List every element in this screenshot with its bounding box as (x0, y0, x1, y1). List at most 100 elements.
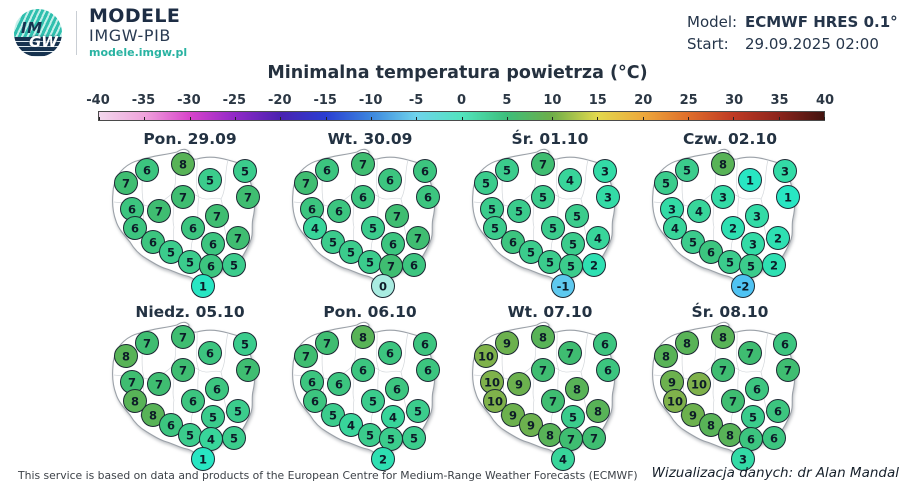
temperature-marker (507, 372, 531, 396)
temperature-value: 7 (234, 231, 242, 245)
colorbar-tick-label: 25 (679, 93, 698, 108)
temperature-marker (222, 426, 246, 450)
brand-url-link[interactable]: modele.imgw.pl (89, 46, 188, 60)
temperature-marker (565, 377, 589, 401)
temperature-marker (205, 204, 229, 228)
temperature-marker (531, 325, 555, 349)
temperature-value: 10 (691, 377, 707, 391)
colorbar-tick-label: -35 (131, 93, 156, 108)
start-label: Start: (687, 35, 729, 53)
temperature-value: 7 (302, 176, 310, 190)
temperature-value: 5 (726, 255, 734, 269)
colorbar-tick-label: 15 (588, 93, 607, 108)
colorbar-tick-mark (144, 117, 146, 120)
temperature-marker (531, 185, 555, 209)
temperature-marker (236, 185, 260, 209)
temperature-value: 6 (774, 404, 782, 418)
temperature-marker (519, 413, 543, 437)
temperature-value: 4 (594, 231, 602, 245)
temperature-value: 8 (594, 404, 602, 418)
temperature-value: 7 (155, 204, 163, 218)
temperature-marker (198, 168, 222, 192)
colorbar-tick-mark (778, 117, 780, 120)
temperature-value: 7 (539, 157, 547, 171)
model-row: Model: ECMWF HRES 0.1° (687, 13, 898, 31)
temperature-marker (593, 159, 617, 183)
credit-text: Wizualizacja danych: dr Alan Mandal (651, 465, 899, 481)
temperature-value: 1 (746, 173, 754, 187)
temperature-value: 7 (179, 363, 187, 377)
temperature-value: 5 (482, 176, 490, 190)
map-day-title: Śr. 01.10 (511, 130, 589, 148)
temperature-marker (233, 159, 257, 183)
temperature-marker (687, 199, 711, 223)
temperature-value: 7 (387, 259, 395, 273)
temperature-value: 6 (753, 382, 761, 396)
temperature-marker (226, 226, 250, 250)
temperature-marker (663, 389, 687, 413)
temperature-value: 2 (590, 258, 598, 272)
colorbar-tick-mark (688, 117, 690, 120)
colorbar-tick-mark (642, 117, 644, 120)
temperature-marker (371, 447, 395, 471)
colorbar: -40 -35 -30 -25 -20 -15 -10 -5 0 5 10 15 20 25 30 35 40 (86, 93, 834, 123)
temperature-marker (675, 331, 699, 355)
temperature-marker (385, 204, 409, 228)
temperature-value: 5 (515, 204, 523, 218)
temperature-marker (385, 377, 409, 401)
temperature-marker (541, 389, 565, 413)
temperature-value: 5 (569, 410, 577, 424)
temperature-value: 6 (410, 258, 418, 272)
temperature-marker (495, 331, 519, 355)
temperature-marker (593, 332, 617, 356)
colorbar-tick-label: -15 (313, 93, 337, 108)
temperature-value: 7 (213, 209, 221, 223)
colorbar-tick-mark (461, 117, 463, 120)
temperature-value: 5 (387, 432, 395, 446)
temperature-value: 2 (774, 231, 782, 245)
logo-text-im: IM (21, 18, 43, 37)
brand-title: MODELE (89, 5, 181, 27)
temperature-marker (114, 171, 138, 195)
forecast-map-cell: Śr. 08.10 8 8 7 6 8 7 7 9 10 6 10 7 9 5 6 8 8 6 6 3 (625, 301, 825, 490)
temperature-value: 1 (199, 452, 207, 466)
temperature-value: 9 (515, 377, 523, 391)
colorbar-tick-mark (824, 117, 825, 120)
temperature-marker (711, 185, 735, 209)
temperature-marker (339, 240, 363, 264)
temperature-value: 5 (488, 202, 496, 216)
colorbar-tick-label: -30 (177, 93, 201, 108)
temperature-marker (711, 325, 735, 349)
temperature-value: 7 (323, 336, 331, 350)
temperature-value: 5 (230, 258, 238, 272)
temperature-marker (114, 344, 138, 368)
temperature-marker (675, 158, 699, 182)
temperature-marker (171, 358, 195, 382)
temperature-value: 3 (719, 190, 727, 204)
temperature-marker (222, 253, 246, 277)
temperature-value: 5 (549, 221, 557, 235)
temperature-value: 7 (729, 394, 737, 408)
temperature-marker (402, 253, 426, 277)
logo-hatch-top (14, 8, 62, 37)
temperature-marker (762, 426, 786, 450)
temperature-value: 5 (689, 235, 697, 249)
temperature-marker (191, 274, 215, 298)
temperature-value: 4 (671, 221, 679, 235)
temperature-marker (776, 185, 800, 209)
temperature-marker (123, 389, 147, 413)
temperature-value: 4 (559, 452, 567, 466)
temperature-marker (294, 171, 318, 195)
colorbar-tick-mark (370, 117, 372, 120)
temperature-value: 1 (784, 190, 792, 204)
temperature-marker (663, 216, 687, 240)
map-day-title: Śr. 08.10 (691, 303, 769, 321)
temperature-value: 6 (311, 394, 319, 408)
temperature-marker (198, 341, 222, 365)
temperature-value: 7 (244, 363, 252, 377)
